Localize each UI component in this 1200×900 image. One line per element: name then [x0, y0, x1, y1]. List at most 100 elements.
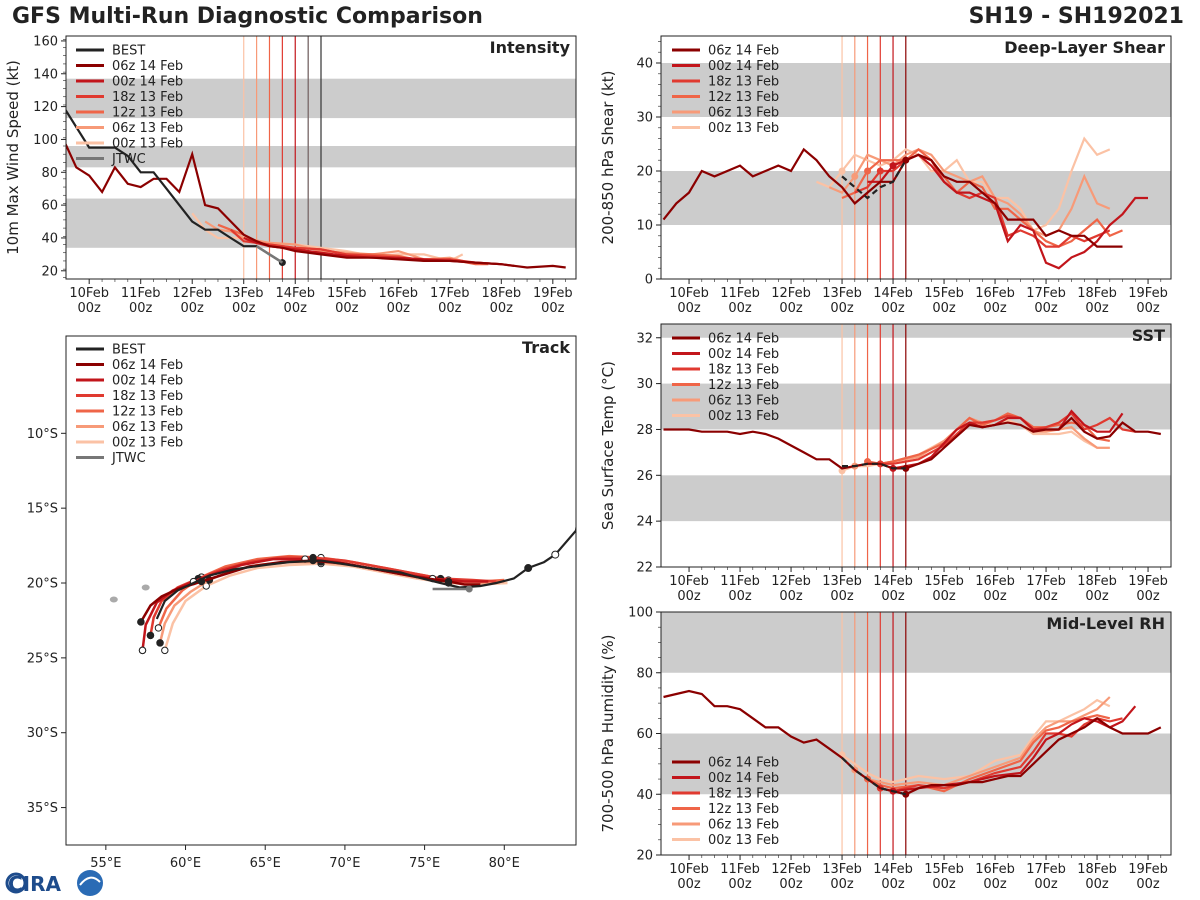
track-line [149, 556, 497, 636]
shaded-band [661, 383, 1171, 430]
series-line [841, 698, 1111, 784]
x-tick-label: 60°E [170, 856, 201, 871]
x-tick-label: 19Feb [1128, 286, 1168, 301]
x-tick-label: 00z [77, 301, 101, 316]
y-axis-label: Sea Surface Temp (°C) [599, 361, 617, 530]
x-tick-label: 19Feb [533, 286, 573, 301]
y-tick-label: 100 [628, 606, 653, 621]
plot-area [109, 497, 584, 655]
x-tick-label: 17Feb [1026, 286, 1066, 301]
y-axis-label: 10m Max Wind Speed (kt) [4, 60, 22, 255]
x-tick-label: 14Feb [873, 574, 913, 589]
x-tick-label: 00z [284, 301, 308, 316]
legend-label: 18z 13 Feb [708, 75, 779, 90]
legend-label: 18z 13 Feb [112, 389, 183, 404]
x-tick-label: 75°E [409, 856, 440, 871]
x-tick-label: 16Feb [975, 862, 1015, 877]
y-tick-label: 20 [41, 264, 58, 279]
x-tick-label: 00z [983, 877, 1007, 892]
series-line [663, 416, 1161, 470]
track-line [157, 554, 505, 629]
panel-title: Deep-Layer Shear [1004, 38, 1165, 57]
legend-label: 18z 13 Feb [112, 90, 183, 105]
x-tick-label: 19Feb [1128, 574, 1168, 589]
best-track-line [842, 462, 906, 470]
best-track-line [66, 108, 283, 264]
x-tick-label: 00z [932, 877, 956, 892]
legend-label: 00z 14 Feb [708, 347, 779, 362]
track-end-point [156, 639, 164, 647]
x-tick-label: 00z [129, 301, 153, 316]
y-tick-label: 20 [636, 165, 653, 180]
series-start-point [838, 167, 846, 175]
legend-label: BEST [112, 44, 145, 59]
x-tick-label: 18Feb [1077, 862, 1117, 877]
x-tick-label: 17Feb [1026, 862, 1066, 877]
x-tick-label: 00z [881, 589, 905, 604]
x-tick-label: 11Feb [720, 286, 760, 301]
best-track-line [841, 159, 907, 200]
x-tick-label: 00z [1136, 589, 1160, 604]
best-track-point [551, 550, 560, 559]
best-track-line [841, 757, 907, 796]
legend-label: 12z 13 Feb [708, 90, 779, 105]
x-tick-label: 15Feb [924, 862, 964, 877]
legend-label: 06z 13 Feb [708, 818, 779, 833]
legend-label: 12z 13 Feb [112, 405, 183, 420]
x-tick-label: 00z [677, 589, 701, 604]
panel-frame [65, 335, 577, 846]
y-tick-label: 60 [636, 727, 653, 742]
track-line [163, 562, 508, 651]
y-tick-label: 10 [636, 219, 653, 234]
x-tick-label: 16Feb [975, 286, 1015, 301]
legend-label: 00z 14 Feb [708, 59, 779, 74]
x-tick-label: 00z [1136, 877, 1160, 892]
x-tick-label: 13Feb [224, 286, 264, 301]
series-start-point [876, 167, 884, 175]
series-start-point [864, 167, 872, 175]
best-track-line [155, 523, 576, 620]
x-tick-label: 10Feb [669, 862, 709, 877]
x-tick-label: 17Feb [430, 286, 470, 301]
jtwc-line [255, 245, 284, 264]
x-tick-label: 00z [779, 877, 803, 892]
x-tick-label: 65°E [250, 856, 281, 871]
y-tick-label: 140 [33, 67, 58, 82]
x-tick-label: 00z [983, 589, 1007, 604]
legend-label: 06z 13 Feb [112, 121, 183, 136]
x-tick-label: 00z [728, 589, 752, 604]
x-tick-label: 13Feb [822, 286, 862, 301]
x-tick-label: 00z [181, 301, 205, 316]
x-tick-label: 70°E [329, 856, 360, 871]
legend-label: 00z 13 Feb [112, 137, 183, 152]
x-tick-label: 11Feb [720, 574, 760, 589]
x-tick-label: 12Feb [771, 574, 811, 589]
y-tick-label: 22 [636, 561, 653, 576]
y-tick-label: 10°S [27, 427, 58, 442]
y-tick-label: 40 [636, 57, 653, 72]
plot-area [66, 108, 566, 269]
panel-frame [660, 35, 1172, 280]
track-end-point [138, 646, 147, 655]
x-tick-label: 00z [932, 301, 956, 316]
x-tick-label: 00z [983, 301, 1007, 316]
y-tick-label: 30°S [27, 726, 58, 741]
legend-label: 06z 14 Feb [708, 44, 779, 59]
y-tick-label: 40 [636, 788, 653, 803]
y-tick-label: 80 [636, 666, 653, 681]
legend-label: 12z 13 Feb [708, 802, 779, 817]
legend-label: 00z 14 Feb [708, 771, 779, 786]
intensity-panel: 2040608010012014016010Feb00z11Feb00z12Fe… [4, 34, 577, 316]
x-tick-label: 18Feb [482, 286, 522, 301]
track-end-point [154, 624, 163, 632]
series-start-point [902, 156, 910, 164]
x-tick-label: 00z [1085, 301, 1109, 316]
x-tick-label: 12Feb [771, 862, 811, 877]
best-track-point [577, 497, 584, 504]
legend-label: 12z 13 Feb [708, 378, 779, 393]
legend-label: 00z 13 Feb [708, 121, 779, 136]
series-line [854, 696, 1111, 787]
legend-label: 06z 14 Feb [708, 756, 779, 771]
legend-label: JTWC [111, 152, 146, 167]
